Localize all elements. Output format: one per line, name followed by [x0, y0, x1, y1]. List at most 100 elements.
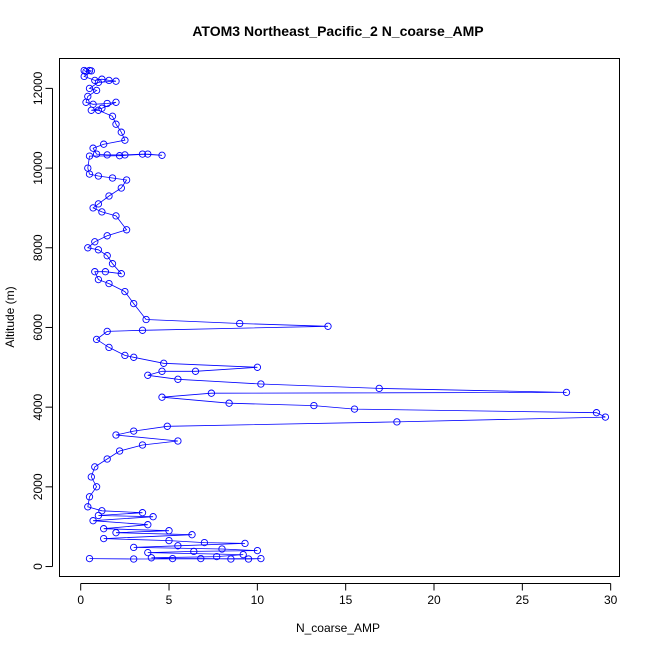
- data-point: [213, 552, 221, 561]
- data-point: [87, 473, 95, 481]
- data-point: [324, 322, 332, 330]
- data-point: [130, 427, 138, 435]
- data-point: [158, 393, 166, 401]
- data-point: [163, 422, 171, 430]
- data-point: [80, 66, 88, 75]
- x-tick-label: 25: [516, 593, 530, 607]
- data-point: [94, 246, 103, 254]
- data-point: [121, 151, 129, 159]
- data-point: [100, 140, 108, 148]
- plot-frame: [59, 58, 620, 577]
- data-point: [85, 493, 94, 501]
- y-tick-label: 0: [31, 563, 45, 570]
- data-point: [108, 174, 117, 182]
- data-point: [85, 170, 94, 178]
- data-point: [375, 384, 383, 393]
- data-point: [108, 260, 117, 268]
- data-point: [98, 104, 106, 112]
- data-point: [188, 531, 196, 539]
- data-point: [89, 517, 97, 525]
- data-point: [165, 536, 173, 545]
- data-point: [350, 405, 359, 413]
- data-point: [103, 252, 111, 260]
- series-line: [83, 70, 606, 560]
- data-point: [160, 359, 168, 367]
- data-point: [117, 184, 125, 192]
- x-tick-label: 0: [77, 593, 84, 607]
- data-point: [103, 455, 111, 463]
- data-point: [200, 538, 209, 547]
- data-point: [94, 78, 103, 87]
- data-point: [592, 409, 601, 417]
- data-point: [82, 67, 90, 76]
- data-point: [103, 232, 111, 240]
- data-point: [130, 353, 138, 361]
- data-point: [190, 547, 198, 556]
- data-point: [144, 150, 152, 158]
- data-point: [121, 351, 129, 360]
- data-point: [244, 555, 253, 563]
- data-point: [112, 98, 120, 106]
- data-point: [103, 99, 111, 108]
- data-point: [91, 463, 99, 471]
- y-tick-label: 8000: [31, 234, 45, 261]
- data-point: [103, 327, 111, 336]
- data-point: [197, 554, 205, 563]
- data-point: [117, 270, 125, 278]
- x-tick-label: 5: [166, 593, 173, 607]
- data-point: [147, 554, 156, 562]
- data-point: [105, 192, 113, 200]
- data-point: [89, 204, 97, 212]
- data-point: [218, 545, 226, 553]
- data-point: [94, 275, 103, 284]
- data-point: [227, 555, 235, 563]
- data-point: [138, 326, 147, 334]
- data-point: [103, 151, 111, 159]
- data-point: [98, 507, 106, 515]
- data-point: [100, 525, 108, 533]
- data-point: [112, 120, 120, 128]
- data-point: [87, 67, 95, 75]
- data-point: [122, 226, 131, 234]
- data-point: [85, 152, 94, 160]
- data-point: [149, 513, 157, 521]
- y-axis: 0 2000 4000 6000 8000 10000 12000: [31, 71, 53, 570]
- data-point: [112, 529, 120, 537]
- data-point: [158, 151, 166, 159]
- series-group: [80, 66, 610, 563]
- data-point: [94, 106, 103, 114]
- data-point: [174, 542, 182, 550]
- data-point: [80, 72, 88, 81]
- data-point: [105, 343, 113, 352]
- data-point: [144, 548, 152, 557]
- data-point: [115, 152, 124, 160]
- data-point: [108, 112, 117, 120]
- data-point: [241, 539, 249, 548]
- data-point: [121, 287, 129, 296]
- data-point: [257, 554, 265, 563]
- data-point: [94, 511, 103, 520]
- data-point: [91, 268, 99, 276]
- data-point: [91, 76, 99, 85]
- data-point: [112, 212, 120, 220]
- data-point: [207, 389, 216, 397]
- data-point: [253, 546, 262, 555]
- data-point: [94, 172, 103, 180]
- data-point: [84, 244, 92, 252]
- data-point: [158, 367, 166, 375]
- data-point: [144, 521, 152, 529]
- data-point: [92, 335, 101, 344]
- data-point: [94, 200, 103, 208]
- data-point: [130, 555, 138, 563]
- y-tick-label: 2000: [31, 473, 45, 500]
- data-point: [130, 543, 138, 552]
- data-point: [138, 509, 147, 517]
- data-point: [105, 279, 113, 288]
- data-point: [257, 380, 265, 388]
- data-point: [105, 76, 113, 85]
- data-point: [165, 527, 173, 535]
- y-axis-label: Altitude (m): [3, 286, 17, 347]
- data-point: [601, 413, 610, 421]
- data-point: [101, 268, 110, 276]
